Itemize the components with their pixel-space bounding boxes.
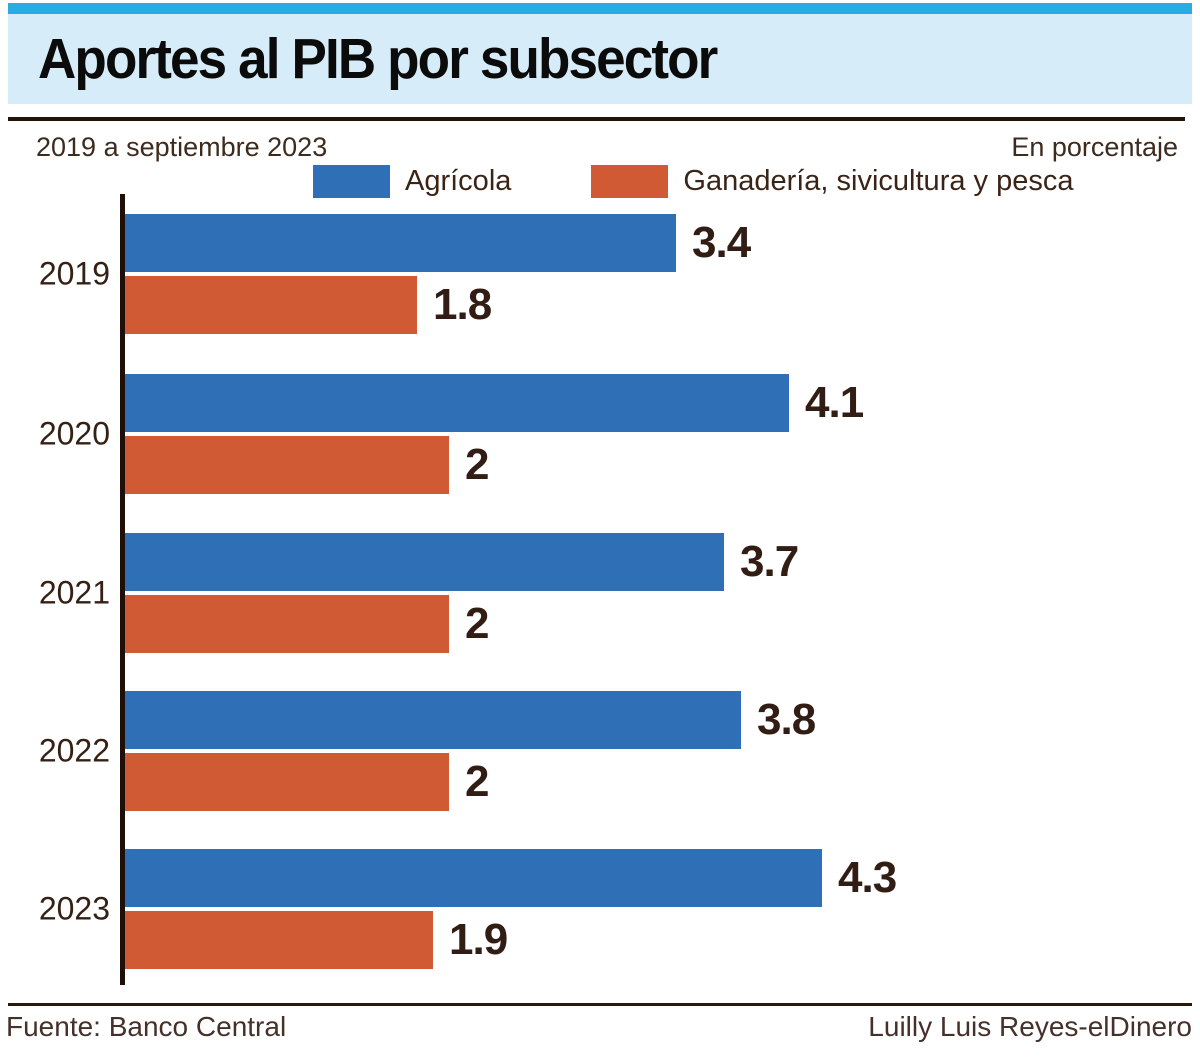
header-accent-strip — [8, 3, 1192, 14]
legend-item-0: Agrícola — [313, 165, 511, 198]
y-axis-line — [120, 194, 125, 985]
value-label: 1.9 — [449, 915, 508, 964]
legend-item-1: Ganadería, sivicultura y pesca — [591, 165, 1073, 198]
bar-group-2023: 2023 4.3 1.9 — [39, 849, 1125, 969]
value-label: 3.7 — [740, 537, 799, 586]
value-label: 4.1 — [805, 378, 864, 427]
value-label: 4.3 — [838, 853, 897, 902]
legend: Agrícola Ganadería, sivicultura y pesca — [313, 165, 1073, 198]
bar-agricola — [125, 849, 822, 907]
bar-agricola — [125, 691, 741, 749]
bar-group-2022: 2022 3.8 2 — [39, 691, 1125, 811]
bar-row: 3.8 — [125, 691, 816, 749]
legend-swatch-icon — [313, 165, 390, 198]
value-label: 1.8 — [433, 280, 492, 329]
value-label: 2 — [465, 440, 490, 489]
year-label: 2021 — [38, 574, 110, 611]
bar-row: 3.7 — [125, 533, 799, 591]
bar-chart: 2019 3.4 1.8 2020 4.1 2 2021 3.7 2 2022 3.8 2 2023 4.… — [0, 194, 1200, 994]
bar-ganaderia — [125, 436, 449, 494]
header: Aportes al PIB por subsector — [8, 3, 1192, 104]
bar-group-2021: 2021 3.7 2 — [39, 533, 1125, 653]
legend-label: Ganadería, sivicultura y pesca — [683, 165, 1074, 197]
bar-row: 1.8 — [125, 276, 492, 334]
bar-row: 3.4 — [125, 214, 751, 272]
header-band: Aportes al PIB por subsector — [8, 14, 1192, 104]
legend-swatch-icon — [591, 165, 669, 198]
bar-ganaderia — [125, 753, 449, 811]
bar-group-2019: 2019 3.4 1.8 — [39, 214, 1125, 334]
bar-ganaderia — [125, 276, 417, 334]
bar-group-2020: 2020 4.1 2 — [39, 374, 1125, 494]
year-label: 2023 — [38, 890, 110, 927]
value-label: 3.8 — [757, 695, 816, 744]
subtitle-period: 2019 a septiembre 2023 — [36, 132, 328, 162]
author-credit: Luilly Luis Reyes-elDinero — [868, 1011, 1192, 1042]
bar-agricola — [125, 374, 789, 432]
source-credit: Fuente: Banco Central — [6, 1011, 287, 1042]
bar-row: 2 — [125, 753, 490, 811]
bar-agricola — [125, 214, 676, 272]
bar-ganaderia — [125, 911, 433, 969]
year-label: 2019 — [38, 255, 110, 292]
bar-row: 4.3 — [125, 849, 897, 907]
legend-label: Agrícola — [405, 165, 512, 197]
bar-agricola — [125, 533, 724, 591]
bar-row: 2 — [125, 436, 490, 494]
subtitle-unit: En porcentaje — [1011, 132, 1178, 162]
bottom-divider — [8, 1003, 1192, 1006]
value-label: 3.4 — [692, 218, 751, 267]
bar-row: 4.1 — [125, 374, 864, 432]
page-title: Aportes al PIB por subsector — [38, 27, 718, 91]
year-label: 2020 — [38, 415, 110, 452]
top-divider — [8, 117, 1185, 121]
bar-ganaderia — [125, 595, 449, 653]
value-label: 2 — [465, 757, 490, 806]
year-label: 2022 — [38, 732, 110, 769]
bar-row: 1.9 — [125, 911, 508, 969]
value-label: 2 — [465, 599, 490, 648]
bar-row: 2 — [125, 595, 490, 653]
